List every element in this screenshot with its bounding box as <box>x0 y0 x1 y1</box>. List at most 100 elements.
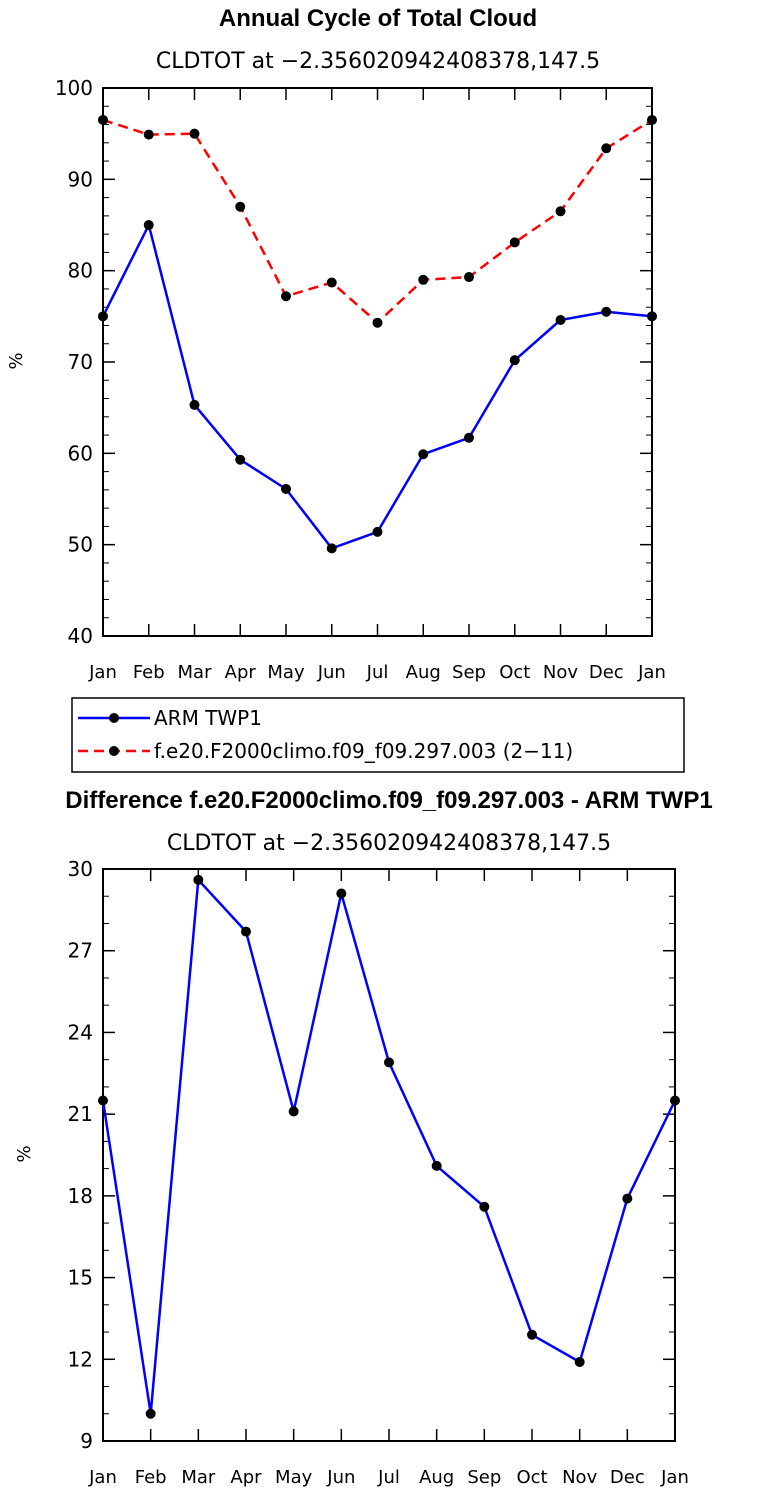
data-point <box>601 306 612 317</box>
data-point <box>431 1160 442 1171</box>
x-tick-label: Jan <box>660 1467 689 1488</box>
y-tick-label: 90 <box>68 167 93 191</box>
series-line-0 <box>101 223 653 550</box>
data-point <box>574 1357 585 1368</box>
y-tick-label: 50 <box>68 533 93 557</box>
data-point <box>326 543 337 554</box>
data-point <box>145 1408 156 1419</box>
data-point <box>527 1329 537 1340</box>
data-point <box>98 311 108 322</box>
plot-area: 9 12 15 18 21 24 27 30 Jan Feb Mar Apr May Jun Jul Aug S… <box>68 857 689 1488</box>
y-tick-label: 21 <box>68 1102 93 1126</box>
data-point <box>555 314 566 325</box>
y-axis-label: % <box>6 352 27 369</box>
chart-title: Difference f.e20.F2000climo.f09_f09.297.… <box>65 787 712 814</box>
plot-frame <box>102 87 653 637</box>
data-point <box>189 399 200 410</box>
y-tick-label: 80 <box>68 259 93 283</box>
data-point <box>143 220 154 230</box>
x-tick-label: Nov <box>562 1467 597 1488</box>
data-point <box>464 432 474 443</box>
x-tick-label: Jul <box>377 1467 400 1488</box>
data-point <box>281 291 291 302</box>
x-tick-label: Mar <box>181 1467 216 1488</box>
x-tick-label: May <box>275 1467 313 1488</box>
x-tick-label: Jan <box>88 662 117 683</box>
chart-panel-difference: Difference f.e20.F2000climo.f09_f09.297.… <box>14 787 713 1488</box>
x-tick-label: Sep <box>467 1467 501 1488</box>
x-tick-label: Apr <box>225 662 257 683</box>
data-point <box>189 128 200 139</box>
data-point <box>622 1193 633 1204</box>
data-point <box>193 874 204 885</box>
x-tick-label: Jan <box>637 662 666 683</box>
chart-subtitle: CLDTOT at −2.356020942408378,147.5 <box>167 831 611 856</box>
plot-area: 40 50 60 70 80 90 100 Jan Feb Mar Apr May Jun Jul Aug S… <box>55 76 666 683</box>
x-tick-label: Sep <box>452 662 486 683</box>
x-tick-label: Apr <box>230 1467 262 1488</box>
y-tick-label: 18 <box>68 1184 93 1208</box>
y-tick-label: 12 <box>68 1347 93 1371</box>
x-tick-label: Jan <box>88 1467 117 1488</box>
legend-marker-arm <box>109 713 119 723</box>
data-point <box>336 888 347 899</box>
y-tick-label: 15 <box>68 1266 93 1290</box>
y-tick-label: 24 <box>68 1020 93 1044</box>
data-point <box>479 1201 490 1212</box>
data-point <box>235 201 246 212</box>
data-point <box>98 114 108 125</box>
series-line-1 <box>102 118 653 324</box>
data-point <box>418 274 429 285</box>
y-tick-label: 100 <box>55 76 93 100</box>
data-point <box>372 526 383 537</box>
data-point <box>418 449 429 460</box>
data-point <box>509 355 520 366</box>
x-tick-label: Feb <box>133 662 165 683</box>
data-point <box>647 311 657 322</box>
y-tick-label: 60 <box>68 441 93 465</box>
data-point <box>509 237 520 248</box>
data-point <box>143 129 154 140</box>
x-tick-label: Aug <box>419 1467 454 1488</box>
x-tick-label: Mar <box>178 662 213 683</box>
x-tick-label: Jun <box>326 1467 355 1488</box>
x-tick-label: Dec <box>610 1467 645 1488</box>
x-tick-label: Jun <box>317 662 346 683</box>
data-point <box>288 1106 299 1117</box>
x-tick-label: Oct <box>499 662 530 683</box>
x-tick-label: Feb <box>135 1467 167 1488</box>
y-tick-label: 40 <box>68 624 93 648</box>
y-axis-label: % <box>14 1145 35 1162</box>
x-tick-label: Nov <box>543 662 578 683</box>
chart-panel-annual-cycle: Annual Cycle of Total Cloud CLDTOT at −2… <box>6 5 666 683</box>
data-point <box>281 483 291 494</box>
x-tick-label: Jul <box>366 662 389 683</box>
data-point <box>98 1095 108 1106</box>
data-point <box>241 926 251 937</box>
x-tick-label: Dec <box>589 662 624 683</box>
data-point <box>647 114 657 125</box>
data-point <box>235 454 246 465</box>
legend-marker-model <box>109 746 119 756</box>
chart-title: Annual Cycle of Total Cloud <box>219 5 537 32</box>
plot-frame <box>102 868 676 1442</box>
data-point <box>670 1095 680 1106</box>
legend-entry-model: f.e20.F2000climo.f09_f09.297.003 (2−11) <box>154 739 573 763</box>
y-tick-label: 27 <box>68 939 93 963</box>
data-point <box>464 272 474 283</box>
x-tick-label: Oct <box>516 1467 547 1488</box>
x-tick-label: May <box>267 662 305 683</box>
x-tick-label: Aug <box>406 662 441 683</box>
data-point <box>601 143 612 154</box>
y-tick-label: 9 <box>80 1429 93 1453</box>
data-point <box>326 277 337 288</box>
data-point <box>384 1057 394 1068</box>
data-point <box>372 317 383 328</box>
data-point <box>555 206 566 217</box>
series-line-0 <box>101 878 677 1416</box>
y-tick-label: 30 <box>68 857 93 881</box>
legend-box <box>71 697 685 773</box>
chart-subtitle: CLDTOT at −2.356020942408378,147.5 <box>156 49 600 74</box>
legend: ARM TWP1 f.e20.F2000climo.f09_f09.297.00… <box>71 697 685 773</box>
